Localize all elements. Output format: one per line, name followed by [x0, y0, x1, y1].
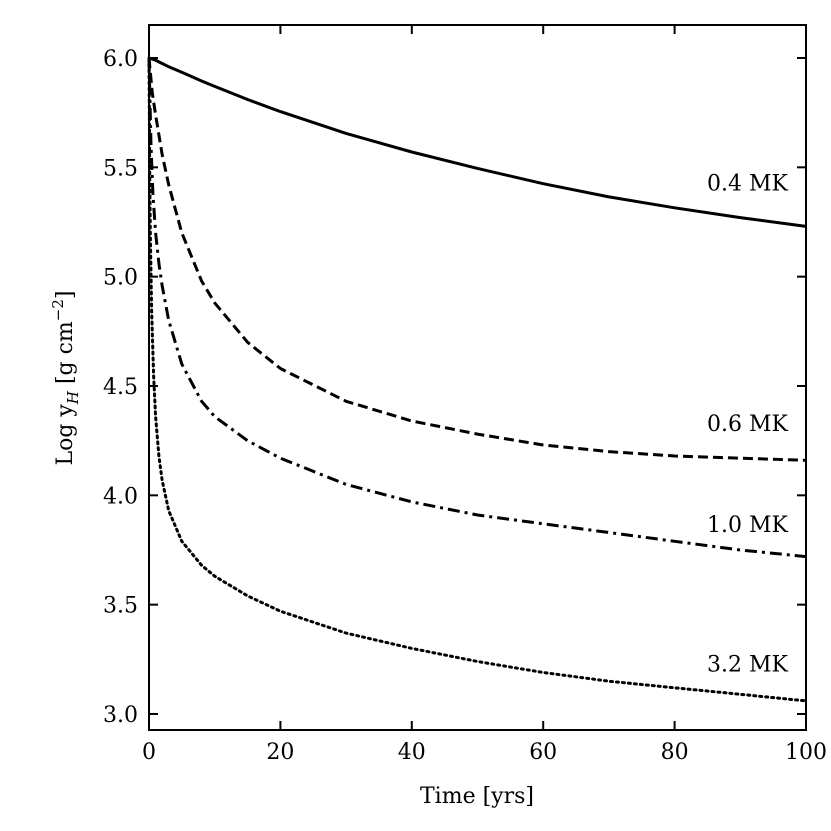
x-tick-label: 100: [785, 740, 827, 765]
y-tick-label: 6.0: [103, 47, 138, 72]
x-tick-label: 20: [266, 740, 294, 765]
y-tick-label: 4.5: [103, 375, 138, 400]
series-label: 3.2 MK: [707, 653, 789, 678]
y-axis-label-superscript: −2: [49, 299, 67, 321]
series-label: 0.4 MK: [707, 172, 789, 197]
series-line-0-6-mk: [147, 57, 807, 462]
y-tick-label: 3.0: [103, 703, 138, 728]
x-tick-label: 80: [661, 740, 689, 765]
ticks-layer: 0 20 40 60 80 100 3.0 3.5 4.0 4.5 5.0 5.5 6.0: [103, 25, 827, 765]
series-label: 0.6 MK: [707, 412, 789, 437]
y-axis-label-units: [g cm: [53, 321, 78, 391]
plot-frame: [148, 24, 807, 731]
series-line-1-0-mk: [147, 57, 807, 559]
y-tick-label: 5.0: [103, 266, 138, 291]
y-axis-label-subscript: H: [64, 390, 82, 405]
series-label: 1.0 MK: [707, 513, 789, 538]
series-layer: 0.4 MK 0.6 MK 1.0 MK 3.2 MK: [147, 56, 808, 703]
y-axis-label-close: ]: [53, 290, 78, 299]
y-tick-label: 5.5: [103, 156, 138, 181]
y-tick-label: 3.5: [103, 594, 138, 619]
x-tick-label: 60: [529, 740, 557, 765]
series-line-3-2-mk: [147, 56, 808, 703]
y-axis-label-prefix: Log y: [53, 404, 78, 466]
y-axis-label: Log yH [g cm−2]: [49, 290, 82, 465]
x-tick-label: 0: [142, 740, 156, 765]
series-line-0-4-mk: [148, 56, 807, 228]
x-tick-label: 40: [398, 740, 426, 765]
x-axis-label: Time [yrs]: [420, 784, 534, 809]
y-tick-label: 4.0: [103, 484, 138, 509]
